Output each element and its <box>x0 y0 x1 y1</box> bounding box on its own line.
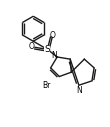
Text: N: N <box>76 86 82 94</box>
Text: O: O <box>29 42 35 51</box>
Text: N: N <box>52 51 57 60</box>
Text: S: S <box>45 45 50 54</box>
Text: O: O <box>50 31 56 40</box>
Text: Br: Br <box>42 81 50 90</box>
